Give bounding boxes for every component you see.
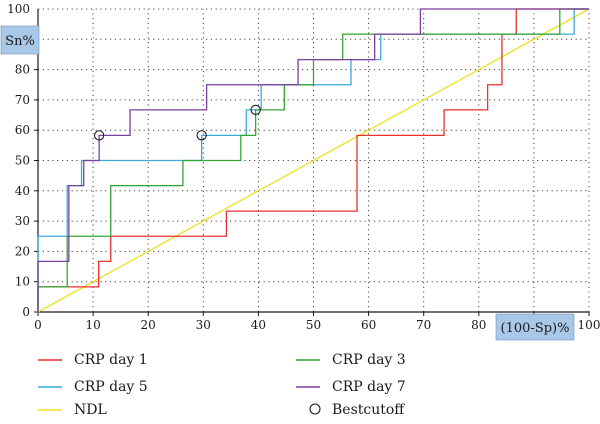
- best-cutoff-markers: [94, 104, 261, 141]
- y-axis-label: Sn%: [0, 25, 40, 55]
- x-tick-label: 0: [34, 318, 42, 332]
- x-tick-label: 40: [251, 318, 266, 332]
- x-axis-label-box: [495, 313, 575, 341]
- y-tick-label: 0: [22, 305, 30, 319]
- y-tick-labels: 0102030405060708090100: [7, 2, 38, 319]
- y-tick-label: 50: [15, 154, 30, 168]
- x-tick-label: 60: [361, 318, 376, 332]
- x-tick-label: 10: [85, 318, 100, 332]
- y-tick-label: 30: [15, 214, 30, 228]
- y-tick-label: 70: [15, 93, 30, 107]
- legend-item-crp-day-1: CRP day 1: [38, 352, 148, 368]
- series: [37, 8, 590, 313]
- x-tick-label: 30: [196, 318, 211, 332]
- y-tick-label: 40: [15, 184, 30, 198]
- series-line-ndl: [37, 8, 590, 313]
- legend-item-crp-day-5: CRP day 5: [38, 379, 148, 395]
- legend-label: CRP day 7: [332, 379, 406, 395]
- legend-label: CRP day 5: [74, 379, 148, 395]
- series-line-crp-day-3: [37, 8, 589, 312]
- x-tick-label: 100: [578, 318, 600, 332]
- y-axis-label-box: [0, 25, 40, 55]
- legend-item-crp-day-3: CRP day 3: [296, 352, 406, 368]
- best-cutoff-marker: [250, 104, 261, 116]
- best-cutoff-marker: [94, 130, 105, 141]
- y-tick-label: 80: [15, 63, 30, 77]
- legend: CRP day 1 CRP day 3 CRP day 5 CRP day 7 NDL B…: [38, 352, 406, 418]
- x-tick-label: 80: [471, 318, 486, 332]
- y-tick-label: 20: [15, 244, 30, 258]
- y-axis-label-text: Sn%: [5, 34, 35, 49]
- legend-item-crp-day-7: CRP day 7: [296, 379, 406, 395]
- x-tick-label: 70: [416, 318, 431, 332]
- legend-label: Bestcutoff: [332, 402, 405, 418]
- best-cutoff-marker: [196, 130, 207, 141]
- y-tick-label: 10: [15, 275, 30, 289]
- y-tick-label: 100: [7, 2, 30, 16]
- series-line-crp-day-7: [37, 8, 589, 312]
- y-tick-label: 60: [15, 123, 30, 137]
- legend-label: NDL: [74, 402, 107, 418]
- legend-item-bestcutoff: Bestcutoff: [309, 402, 405, 418]
- x-tick-label: 50: [306, 318, 321, 332]
- x-axis-label: (100-Sp)%: [495, 313, 575, 341]
- legend-swatch: [309, 403, 321, 415]
- legend-label: CRP day 1: [74, 352, 148, 368]
- legend-label: CRP day 3: [332, 352, 406, 368]
- x-axis-label-text: (100-Sp)%: [501, 321, 570, 336]
- x-tick-label: 20: [141, 318, 156, 332]
- legend-item-ndl: NDL: [38, 402, 107, 418]
